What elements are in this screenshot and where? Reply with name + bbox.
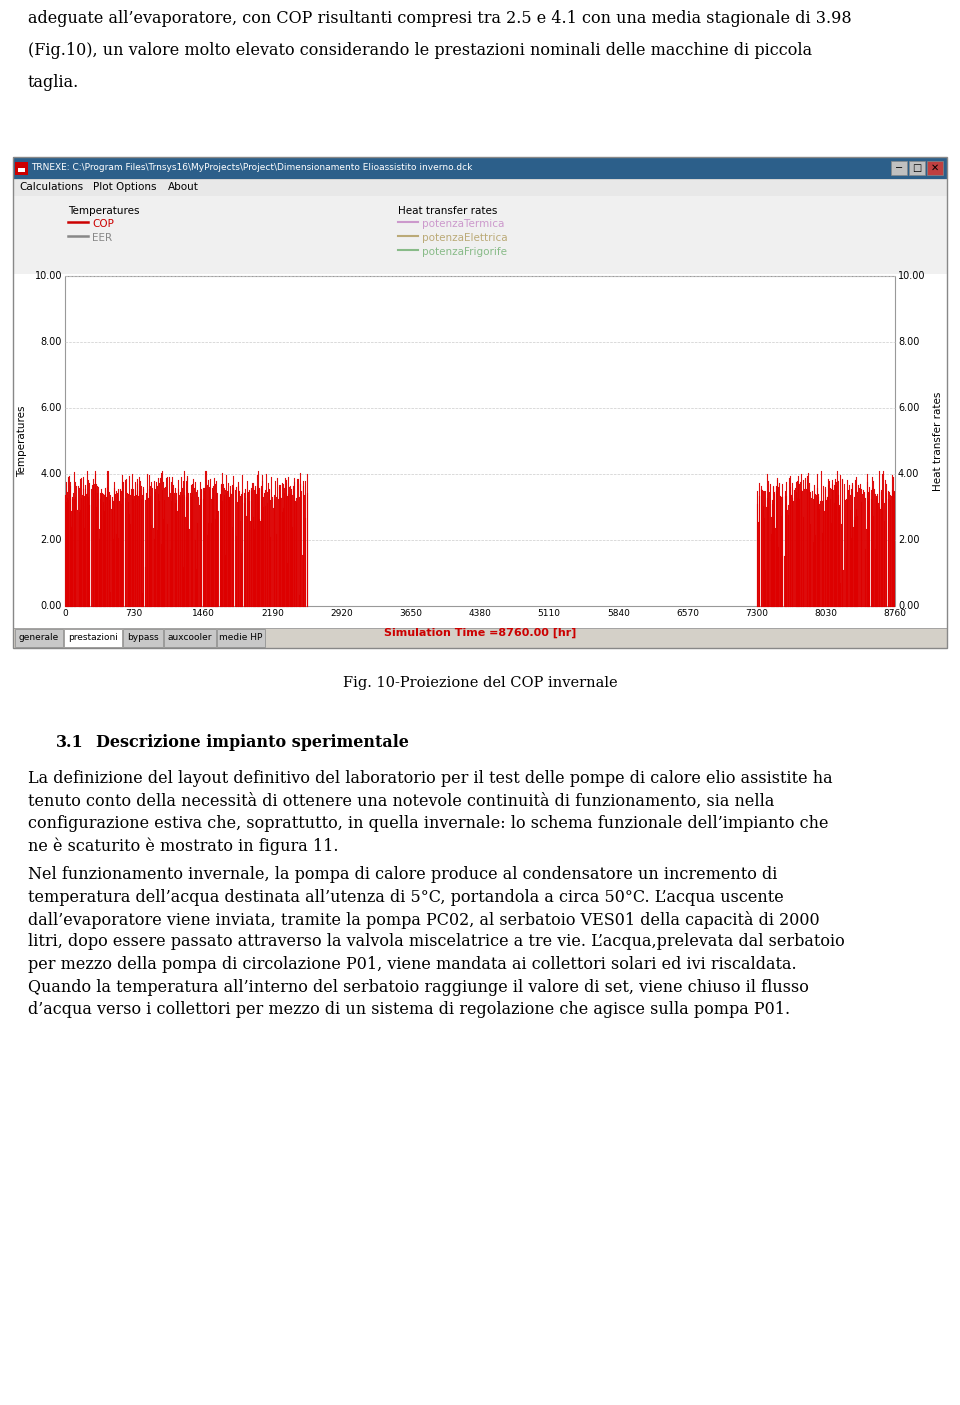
Text: ne è scaturito è mostrato in figura 11.: ne è scaturito è mostrato in figura 11.	[28, 837, 339, 856]
Text: per mezzo della pompa di circolazione P01, viene mandata ai collettori solari ed: per mezzo della pompa di circolazione P0…	[28, 955, 797, 974]
Text: TRNEXE: C:\Program Files\Trnsys16\MyProjects\Project\Dimensionamento Elioassisti: TRNEXE: C:\Program Files\Trnsys16\MyProj…	[31, 163, 472, 173]
Text: dall’evaporatore viene inviata, tramite la pompa PC02, al serbatoio VES01 della : dall’evaporatore viene inviata, tramite …	[28, 910, 820, 929]
Text: Heat transfer rates: Heat transfer rates	[933, 392, 943, 490]
Text: 1460: 1460	[192, 608, 215, 618]
Text: 2920: 2920	[330, 608, 353, 618]
Text: auxcooler: auxcooler	[168, 634, 212, 642]
Bar	[13, 157, 947, 648]
Text: Plot Options: Plot Options	[93, 183, 156, 192]
Text: 0.00: 0.00	[40, 601, 62, 611]
Text: Quando la temperatura all’interno del serbatoio raggiunge il valore di set, vien: Quando la temperatura all’interno del se…	[28, 978, 809, 996]
Bar	[15, 162, 28, 176]
Text: 0: 0	[62, 608, 68, 618]
Text: 2.00: 2.00	[898, 535, 920, 545]
Text: □: □	[912, 163, 922, 173]
Text: potenzaTermica: potenzaTermica	[422, 219, 504, 229]
Text: bypass: bypass	[127, 634, 158, 642]
Text: 2.00: 2.00	[40, 535, 62, 545]
Text: Temperatures: Temperatures	[68, 207, 139, 216]
Text: litri, dopo essere passato attraverso la valvola miscelatrice a tre vie. L’acqua: litri, dopo essere passato attraverso la…	[28, 933, 845, 951]
Text: 6.00: 6.00	[40, 403, 62, 413]
Text: La definizione del layout definitivo del laboratorio per il test delle pompe di : La definizione del layout definitivo del…	[28, 770, 832, 787]
Bar	[15, 629, 63, 646]
Text: Nel funzionamento invernale, la pompa di calore produce al condensatore un incre: Nel funzionamento invernale, la pompa di…	[28, 865, 778, 882]
Text: About: About	[168, 183, 199, 192]
Text: 10.00: 10.00	[35, 271, 62, 281]
Text: 8030: 8030	[814, 608, 837, 618]
Text: 5840: 5840	[607, 608, 630, 618]
Text: Temperatures: Temperatures	[17, 405, 27, 476]
Bar	[65, 275, 895, 606]
Text: temperatura dell’acqua destinata all’utenza di 5°C, portandola a circa 50°C. L’a: temperatura dell’acqua destinata all’ute…	[28, 888, 783, 905]
Bar	[164, 629, 216, 646]
Text: 3650: 3650	[399, 608, 422, 618]
Text: ✕: ✕	[931, 163, 939, 173]
Text: 7300: 7300	[745, 608, 768, 618]
Text: 4380: 4380	[468, 608, 492, 618]
Text: Heat transfer rates: Heat transfer rates	[398, 207, 497, 216]
Text: 2190: 2190	[261, 608, 284, 618]
Text: prestazioni: prestazioni	[68, 634, 118, 642]
Text: potenzaElettrica: potenzaElettrica	[422, 233, 508, 243]
Text: taglia.: taglia.	[28, 74, 80, 91]
Text: 6570: 6570	[676, 608, 699, 618]
Text: 6.00: 6.00	[898, 403, 920, 413]
Text: generale: generale	[19, 634, 60, 642]
Bar	[64, 629, 122, 646]
Text: COP: COP	[92, 219, 114, 229]
Text: tenuto conto della necessità di ottenere una notevole continuità di funzionament: tenuto conto della necessità di ottenere…	[28, 792, 775, 809]
Bar	[18, 169, 25, 171]
Text: 4.00: 4.00	[898, 469, 920, 479]
Bar	[891, 162, 907, 176]
Text: 5110: 5110	[538, 608, 561, 618]
Text: 8760: 8760	[883, 608, 906, 618]
Text: medie HP: medie HP	[219, 634, 263, 642]
Bar	[217, 629, 265, 646]
Text: 10.00: 10.00	[898, 271, 925, 281]
Text: 3.1: 3.1	[56, 733, 84, 752]
Bar	[909, 162, 925, 176]
Text: EER: EER	[92, 233, 112, 243]
Bar	[13, 157, 947, 178]
Text: Simulation Time =8760.00 [hr]: Simulation Time =8760.00 [hr]	[384, 628, 576, 638]
Text: potenzaFrigorife: potenzaFrigorife	[422, 247, 507, 257]
Text: 730: 730	[126, 608, 143, 618]
Bar	[13, 178, 947, 197]
Bar	[13, 628, 947, 648]
Text: 0.00: 0.00	[898, 601, 920, 611]
Text: configurazione estiva che, soprattutto, in quella invernale: lo schema funzional: configurazione estiva che, soprattutto, …	[28, 815, 828, 832]
Text: adeguate all’evaporatore, con COP risultanti compresi tra 2.5 e 4.1 con una medi: adeguate all’evaporatore, con COP risult…	[28, 10, 852, 27]
Text: Descrizione impianto sperimentale: Descrizione impianto sperimentale	[96, 733, 409, 752]
Text: 8.00: 8.00	[898, 337, 920, 347]
Text: d’acqua verso i collettori per mezzo di un sistema di regolazione che agisce sul: d’acqua verso i collettori per mezzo di …	[28, 1000, 790, 1019]
Text: Fig. 10-Proiezione del COP invernale: Fig. 10-Proiezione del COP invernale	[343, 676, 617, 690]
Text: Calculations: Calculations	[19, 183, 84, 192]
Bar	[123, 629, 163, 646]
Text: 4.00: 4.00	[40, 469, 62, 479]
Bar	[13, 197, 947, 274]
Text: 8.00: 8.00	[40, 337, 62, 347]
Text: −: −	[895, 163, 903, 173]
Bar	[927, 162, 943, 176]
Text: (Fig.10), un valore molto elevato considerando le prestazioni nominali delle mac: (Fig.10), un valore molto elevato consid…	[28, 42, 812, 59]
